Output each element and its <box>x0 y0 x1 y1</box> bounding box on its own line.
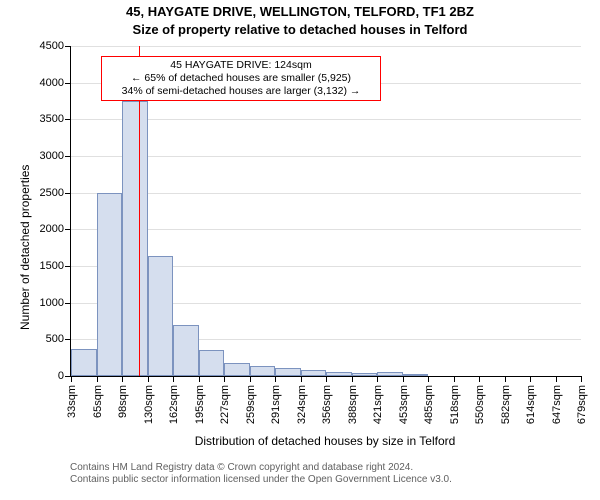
x-tick-label: 550sqm <box>474 385 486 424</box>
histogram-bar <box>275 368 301 376</box>
x-tick-label: 453sqm <box>398 385 410 424</box>
x-tick-label: 614sqm <box>525 385 537 424</box>
x-tick <box>148 376 149 382</box>
annotation-line: 45 HAYGATE DRIVE: 124sqm <box>106 59 376 72</box>
y-tick-label: 0 <box>26 370 64 382</box>
y-tick <box>65 119 71 120</box>
x-tick-label: 324sqm <box>296 385 308 424</box>
x-tick <box>250 376 251 382</box>
histogram-bar <box>224 363 250 376</box>
histogram-bar <box>377 372 403 376</box>
x-tick <box>454 376 455 382</box>
x-tick-label: 259sqm <box>245 385 257 424</box>
y-tick-label: 1000 <box>26 297 64 309</box>
x-tick-label: 647sqm <box>551 385 563 424</box>
y-tick <box>65 266 71 267</box>
y-tick <box>65 229 71 230</box>
y-tick-label: 4500 <box>26 40 64 52</box>
x-tick <box>530 376 531 382</box>
x-tick-label: 421sqm <box>372 385 384 424</box>
x-tick-label: 679sqm <box>576 385 588 424</box>
x-tick <box>428 376 429 382</box>
x-tick <box>556 376 557 382</box>
attribution-footer: Contains HM Land Registry data © Crown c… <box>70 462 452 485</box>
x-tick-label: 162sqm <box>168 385 180 424</box>
x-tick <box>224 376 225 382</box>
histogram-bar <box>97 193 123 376</box>
x-tick <box>97 376 98 382</box>
x-axis-label: Distribution of detached houses by size … <box>70 434 580 448</box>
y-tick <box>65 83 71 84</box>
y-tick <box>65 156 71 157</box>
y-tick-label: 2500 <box>26 187 64 199</box>
footer-line-2: Contains public sector information licen… <box>70 474 452 486</box>
x-tick <box>275 376 276 382</box>
histogram-bar <box>301 370 327 376</box>
annotation-line: ← 65% of detached houses are smaller (5,… <box>106 72 376 85</box>
plot-area: 45 HAYGATE DRIVE: 124sqm← 65% of detache… <box>70 46 581 377</box>
histogram-bar <box>173 325 199 376</box>
x-tick-label: 65sqm <box>92 385 104 418</box>
y-tick <box>65 303 71 304</box>
x-tick-label: 195sqm <box>194 385 206 424</box>
x-tick-label: 518sqm <box>449 385 461 424</box>
y-gridline <box>71 46 581 47</box>
x-tick <box>479 376 480 382</box>
x-tick-label: 98sqm <box>117 385 129 418</box>
histogram-bar <box>403 374 429 376</box>
x-tick-label: 356sqm <box>321 385 333 424</box>
y-gridline <box>71 119 581 120</box>
x-tick <box>122 376 123 382</box>
histogram-bar <box>326 372 352 376</box>
histogram-bar <box>122 101 148 376</box>
x-tick-label: 388sqm <box>347 385 359 424</box>
y-tick-label: 4000 <box>26 77 64 89</box>
footer-line-1: Contains HM Land Registry data © Crown c… <box>70 462 452 474</box>
y-tick-label: 500 <box>26 333 64 345</box>
x-tick-label: 485sqm <box>423 385 435 424</box>
y-tick-label: 3000 <box>26 150 64 162</box>
x-tick <box>173 376 174 382</box>
chart-title-1: 45, HAYGATE DRIVE, WELLINGTON, TELFORD, … <box>0 4 600 19</box>
annotation-box: 45 HAYGATE DRIVE: 124sqm← 65% of detache… <box>101 56 381 101</box>
y-tick-label: 1500 <box>26 260 64 272</box>
x-tick-label: 33sqm <box>66 385 78 418</box>
histogram-bar <box>148 256 174 376</box>
annotation-line: 34% of semi-detached houses are larger (… <box>106 85 376 98</box>
y-gridline <box>71 156 581 157</box>
histogram-bar <box>250 366 276 376</box>
x-tick <box>199 376 200 382</box>
x-tick <box>352 376 353 382</box>
x-tick-label: 582sqm <box>500 385 512 424</box>
x-tick-label: 130sqm <box>143 385 155 424</box>
y-gridline <box>71 229 581 230</box>
x-tick <box>326 376 327 382</box>
x-tick <box>505 376 506 382</box>
y-tick <box>65 339 71 340</box>
y-tick <box>65 193 71 194</box>
y-gridline <box>71 193 581 194</box>
x-tick <box>301 376 302 382</box>
x-tick <box>71 376 72 382</box>
y-tick <box>65 46 71 47</box>
histogram-bar <box>199 350 225 376</box>
chart-title-2: Size of property relative to detached ho… <box>0 22 600 37</box>
x-tick-label: 291sqm <box>270 385 282 424</box>
chart-container: { "chart": { "type": "histogram", "title… <box>0 0 600 500</box>
y-tick-label: 3500 <box>26 113 64 125</box>
x-tick <box>581 376 582 382</box>
x-tick-label: 227sqm <box>219 385 231 424</box>
x-tick <box>403 376 404 382</box>
histogram-bar <box>352 373 378 376</box>
histogram-bar <box>71 349 97 376</box>
x-tick <box>377 376 378 382</box>
y-tick-label: 2000 <box>26 223 64 235</box>
